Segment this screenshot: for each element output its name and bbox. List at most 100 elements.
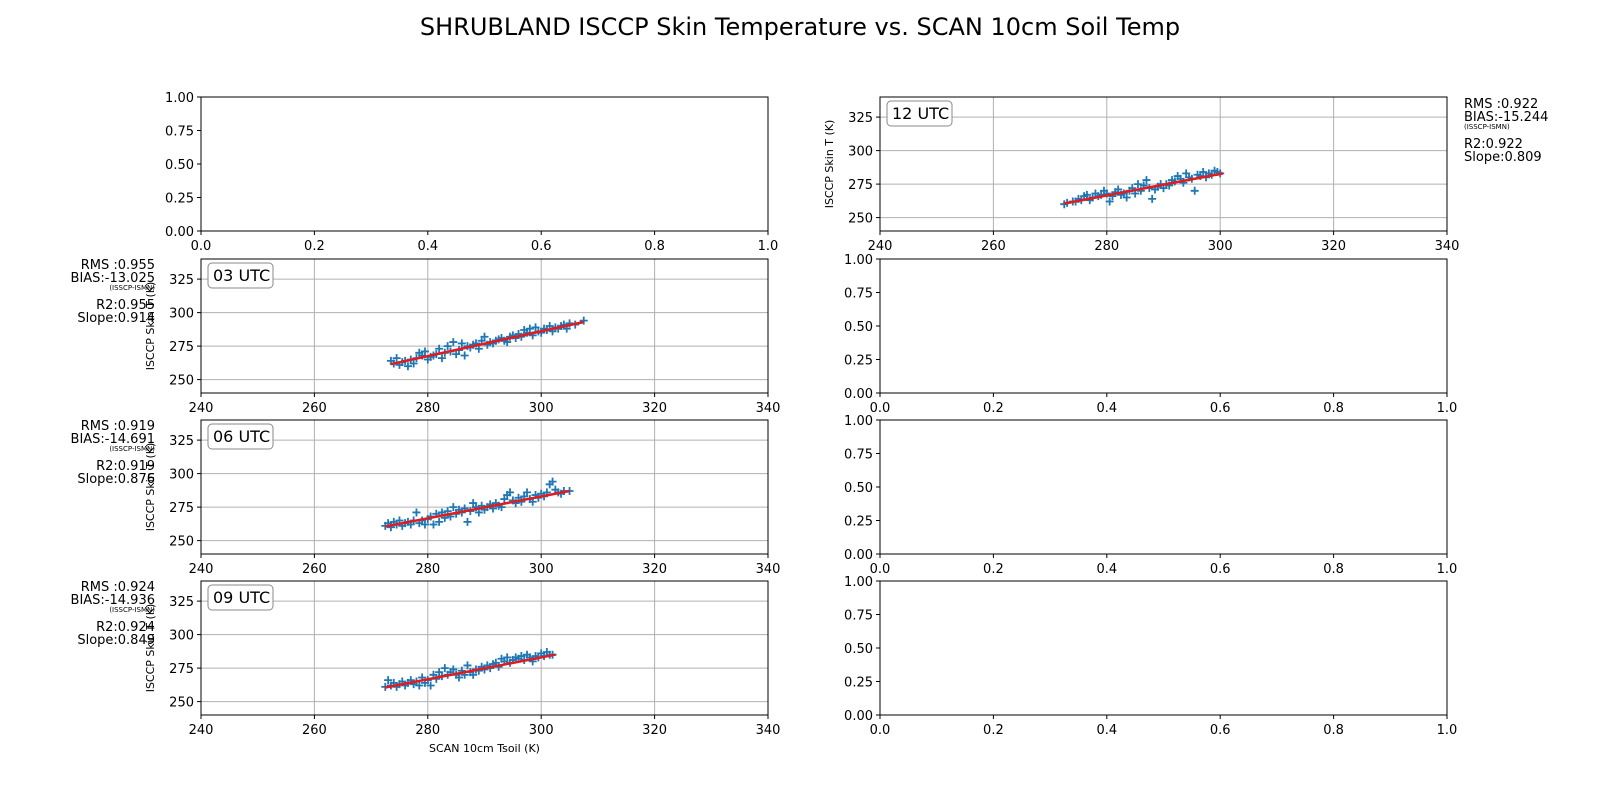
scatter-point-utc-03-12 [420,347,429,356]
fit-line-utc-12 [1064,172,1224,205]
xtick-label-empty-31-3: 0.6 [1210,723,1231,738]
xtick-label-utc-09-0: 240 [189,723,214,738]
stat-bias-utc-06: BIAS:-14.691 [71,432,155,447]
ytick-label-utc-06-1: 275 [169,501,194,516]
ytick-label-utc-06-2: 300 [169,468,194,483]
ytick-label-empty-31-1: 0.25 [844,676,873,691]
scatter-point-utc-09-48 [517,652,526,661]
ytick-label-empty-21-2: 0.50 [844,481,873,496]
xtick-label-empty-31-5: 1.0 [1437,723,1458,738]
ytick-label-empty-11-4: 1.00 [844,253,873,268]
xtick-label-utc-09-4: 320 [642,723,667,738]
scatter-point-utc-06-33 [474,508,483,517]
xtick-label-utc-03-0: 240 [189,401,214,416]
scatter-point-utc-06-50 [523,488,532,497]
ytick-label-empty-00-3: 0.75 [165,125,194,140]
xtick-label-empty-11-3: 0.6 [1210,401,1231,416]
stat-slope-utc-06: Slope:0.876 [77,472,155,487]
xtick-label-empty-31-2: 0.4 [1096,723,1117,738]
ylabel-utc-06: ISCCP Skin T (K) [144,443,157,532]
scatter-point-utc-12-45 [1190,186,1199,195]
utc-box-utc-12 [886,100,953,127]
utc-label-utc-12: 12 UTC [892,104,949,123]
scatter-point-utc-03-18 [437,354,446,363]
scatter-point-utc-03-17 [435,344,444,353]
scatter-point-utc-12-42 [1182,169,1191,178]
scatter-point-utc-09-31 [469,670,478,679]
scatter-point-utc-12-28 [1142,176,1151,185]
panel-empty-21: 0.0 0.2 0.4 0.6 0.8 1.0 0.00 0.25 0.50 0.75 1.00 [844,414,1457,577]
scatter-point-utc-03-23 [452,350,461,359]
xtick-label-empty-00-1: 0.2 [304,239,325,254]
panel-empty-11: 0.0 0.2 0.4 0.6 0.8 1.0 0.00 0.25 0.50 0.75 1.00 [844,253,1457,416]
xtick-label-utc-09-3: 300 [529,723,554,738]
stat-bias-note-utc-06: (ISSCP-ISMN) [109,445,155,453]
xtick-label-empty-00-4: 0.8 [644,239,665,254]
xtick-label-empty-21-0: 0.0 [870,562,891,577]
ytick-label-utc-03-0: 250 [169,374,194,389]
ytick-label-empty-00-0: 0.00 [165,225,194,240]
ytick-label-empty-21-4: 1.00 [844,414,873,429]
ytick-label-empty-21-1: 0.25 [844,515,873,530]
panels-group: 0.0 0.2 0.4 0.6 0.8 1.00.000.250.500.751.0024… [71,91,1549,755]
scatter-point-utc-03-25 [457,339,466,348]
ytick-label-empty-21-0: 0.00 [844,548,873,563]
scatter-point-utc-03-2 [392,354,401,363]
xtick-label-utc-12-0: 240 [868,239,893,254]
xtick-label-utc-06-2: 280 [415,562,440,577]
xlabel-utc-09: SCAN 10cm Tsoil (K) [429,742,540,755]
axes-frame-empty-00 [200,96,769,232]
scatter-point-utc-03-65 [579,316,588,325]
ytick-label-empty-31-4: 1.00 [844,575,873,590]
scatter-point-utc-09-24 [449,665,458,674]
scatter-point-utc-09-19 [435,668,444,677]
axes-frame-empty-21 [879,419,1448,555]
xtick-label-empty-31-4: 0.8 [1323,723,1344,738]
ytick-label-utc-03-3: 325 [169,273,194,288]
panel-utc-03: 240 260 280 300 320 340 250 275 300 325 03 UTC ISCC… [71,258,781,416]
xtick-label-utc-03-5: 340 [756,401,781,416]
panel-empty-31: 0.0 0.2 0.4 0.6 0.8 1.0 0.00 0.25 0.50 0.75 1.00 [844,575,1457,738]
scatter-point-utc-09-21 [440,664,449,673]
utc-label-utc-03: 03 UTC [213,266,270,285]
xtick-label-utc-03-3: 300 [529,401,554,416]
ytick-label-empty-11-0: 0.00 [844,387,873,402]
xtick-label-empty-21-2: 0.4 [1096,562,1117,577]
xtick-label-utc-06-1: 260 [302,562,327,577]
ytick-label-empty-31-2: 0.50 [844,642,873,657]
xtick-label-empty-21-3: 0.6 [1210,562,1231,577]
stat-r2-utc-03: R2:0.955 [96,298,155,313]
stat-bias-utc-12: BIAS:-15.244 [1464,110,1548,125]
ytick-label-utc-06-0: 250 [169,535,194,550]
xtick-label-empty-21-4: 0.8 [1323,562,1344,577]
scatter-point-utc-12-21 [1122,193,1131,202]
stat-slope-utc-03: Slope:0.914 [77,311,155,326]
scatter-point-utc-12-7 [1082,190,1091,199]
stat-rms-utc-09: RMS :0.924 [81,580,155,595]
xtick-label-utc-12-5: 340 [1435,239,1460,254]
scatter-point-utc-09-1 [384,676,393,685]
fit-line-utc-03 [390,320,584,366]
scatter-point-utc-03-51 [531,323,540,332]
xtick-label-empty-31-1: 0.2 [983,723,1004,738]
xtick-label-utc-03-4: 320 [642,401,667,416]
scatter-point-utc-06-29 [463,517,472,526]
scatter-point-utc-12-48 [1199,168,1208,177]
xtick-label-empty-11-2: 0.4 [1096,401,1117,416]
scatter-point-utc-06-44 [506,488,515,497]
stat-r2-utc-09: R2:0.924 [96,620,155,635]
xtick-label-utc-03-2: 280 [415,401,440,416]
ytick-label-utc-09-0: 250 [169,696,194,711]
scatter-point-utc-06-11 [412,508,421,517]
xtick-label-utc-12-3: 300 [1208,239,1233,254]
xtick-label-utc-06-0: 240 [189,562,214,577]
ytick-label-utc-09-2: 300 [169,629,194,644]
scatter-point-utc-09-12 [415,681,424,690]
xtick-label-empty-00-3: 0.6 [531,239,552,254]
ytick-label-empty-00-2: 0.50 [165,158,194,173]
panel-empty-00: 0.0 0.2 0.4 0.6 0.8 1.0 0.00 0.25 0.50 0.75 1.00 [165,91,778,254]
ytick-label-empty-11-3: 0.75 [844,287,873,302]
xtick-label-utc-12-2: 280 [1094,239,1119,254]
ytick-label-empty-31-0: 0.00 [844,709,873,724]
utc-box-utc-09 [207,584,274,611]
